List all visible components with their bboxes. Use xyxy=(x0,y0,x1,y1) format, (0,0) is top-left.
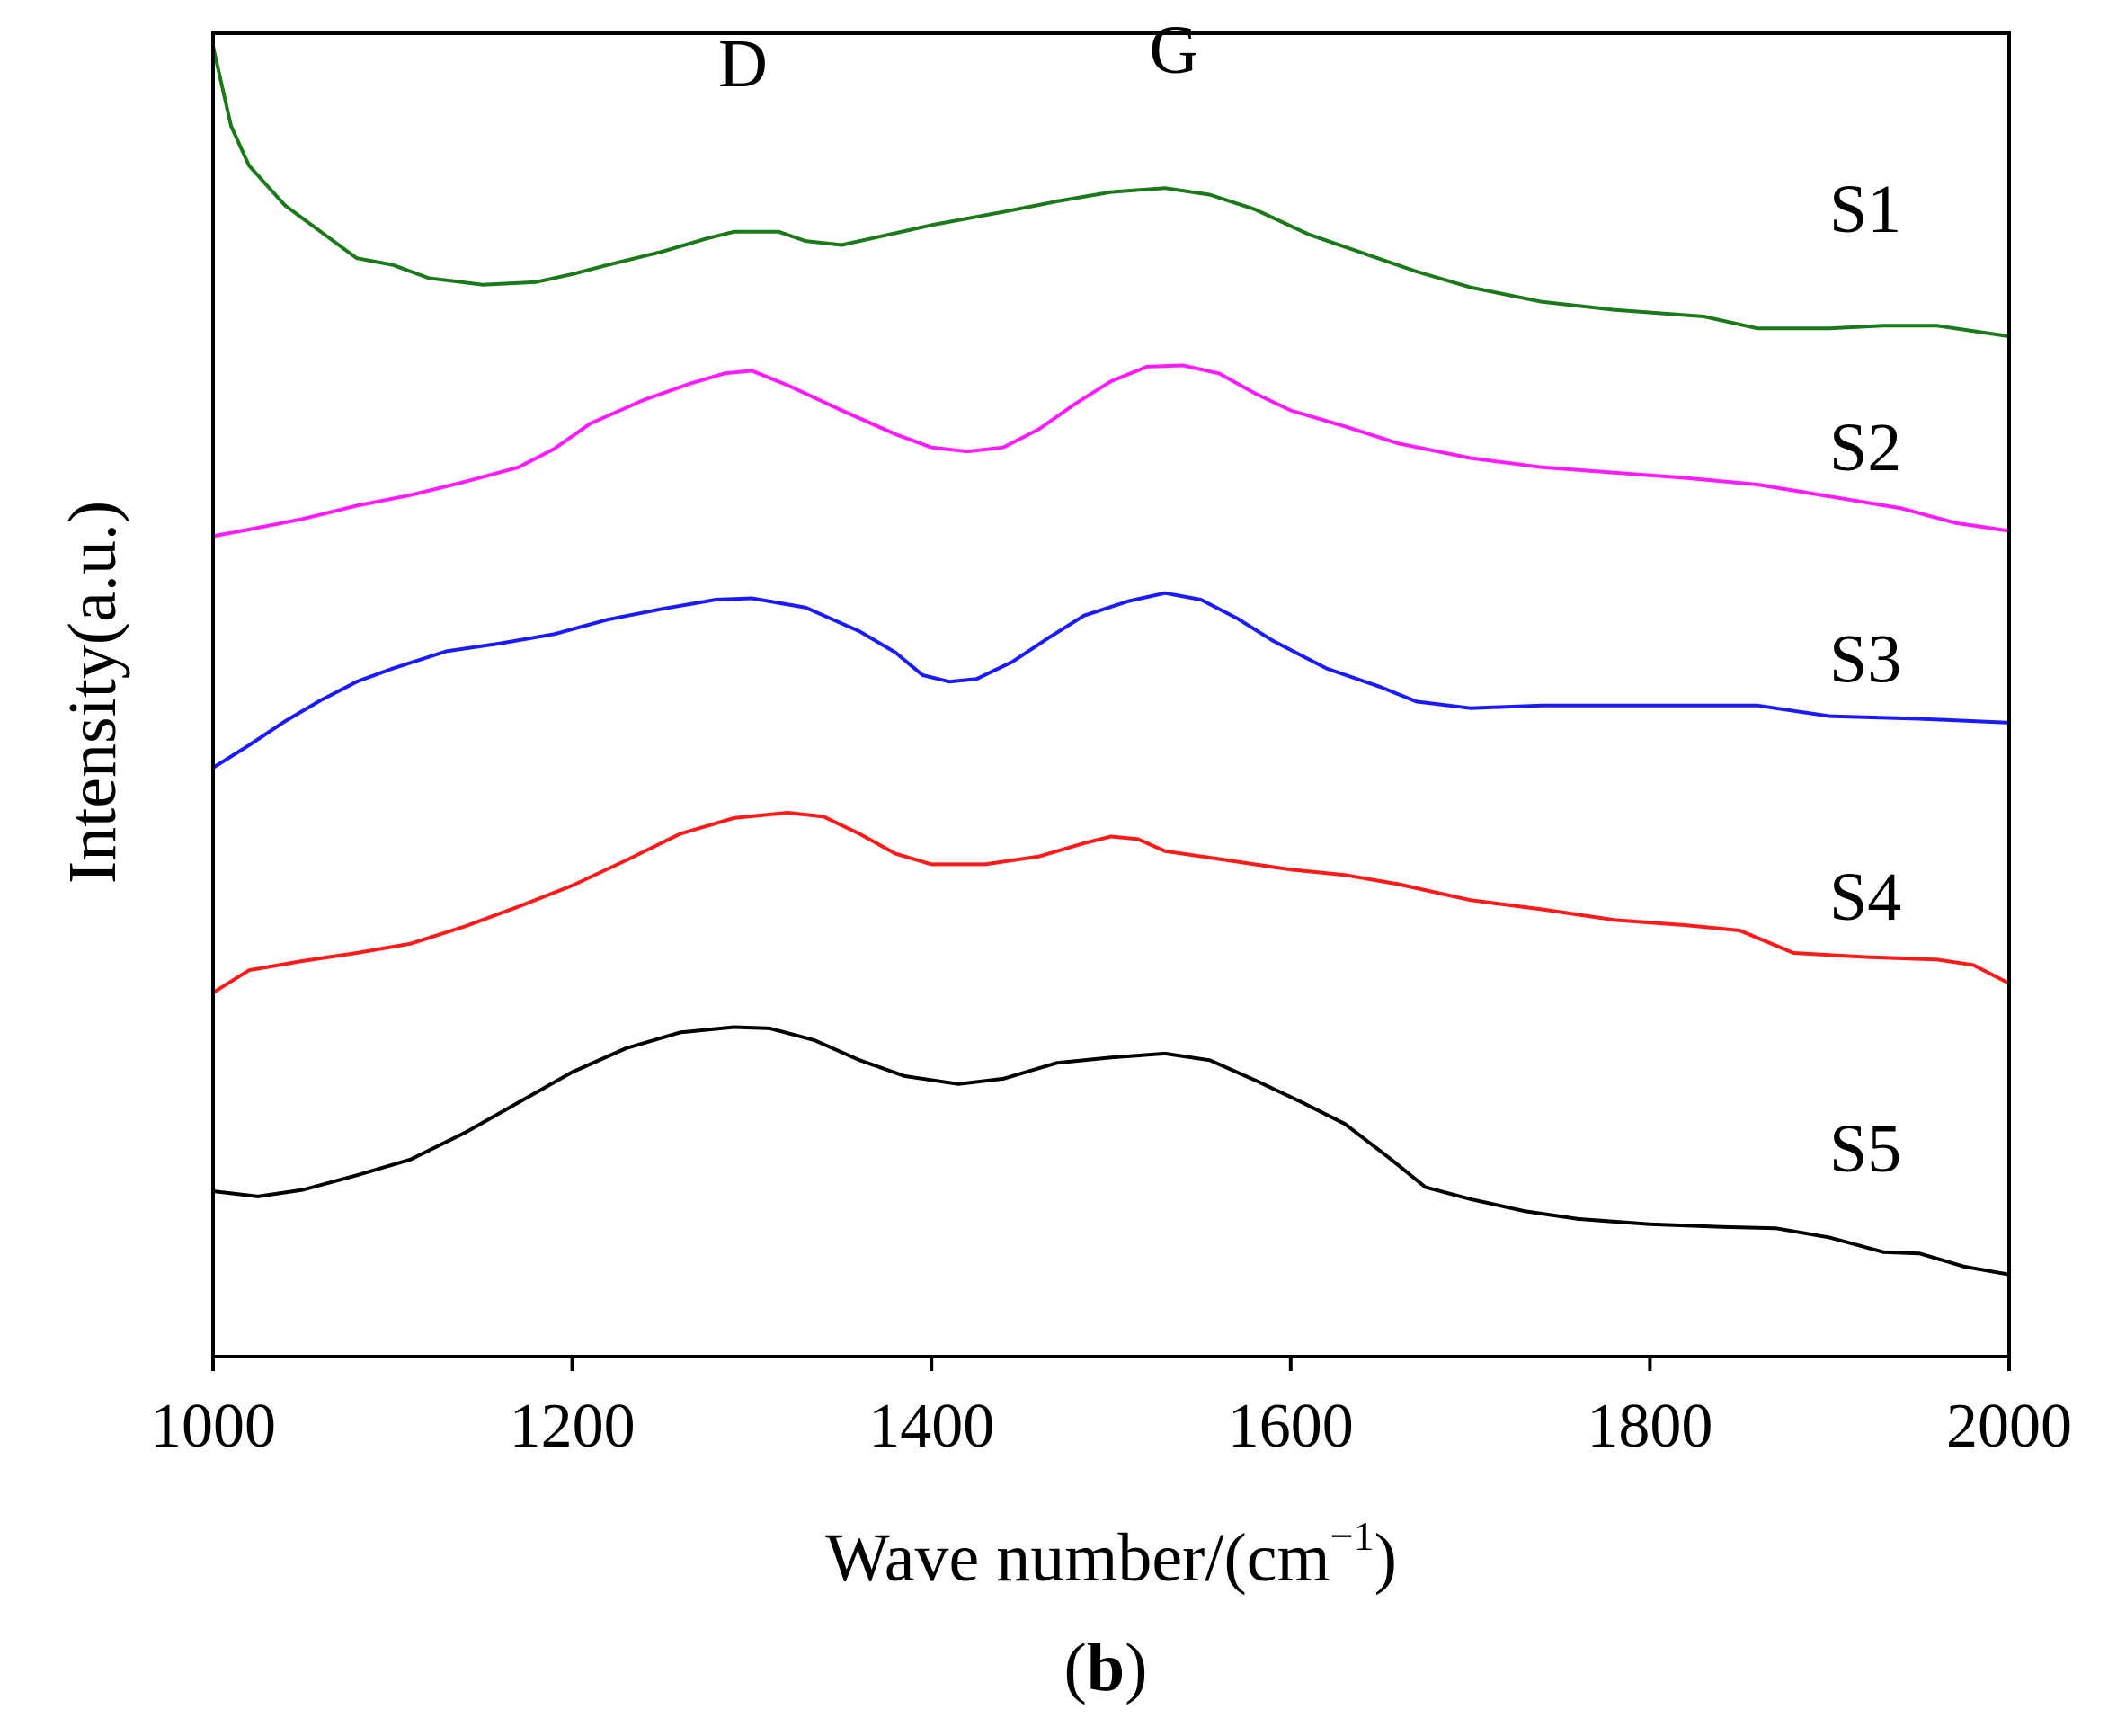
series-layer xyxy=(211,46,2010,1277)
series-label-s4: S4 xyxy=(1829,859,1901,935)
peak-label-d: D xyxy=(718,26,768,102)
x-tick-label-1800: 1800 xyxy=(1587,1392,1712,1461)
series-label-s2: S2 xyxy=(1829,410,1901,485)
y-axis-title: Intensity(a.u.) xyxy=(55,501,130,884)
label-layer: S1 S2 S3 S4 S5 D G xyxy=(718,13,1901,1187)
x-tick-label-1400: 1400 xyxy=(868,1392,994,1461)
series-line-s4 xyxy=(211,811,2010,994)
plot-frame xyxy=(211,31,2011,1358)
series-label-s1: S1 xyxy=(1829,172,1901,247)
series-line-s2 xyxy=(212,363,2010,539)
series-line-s1 xyxy=(211,46,2010,339)
series-line-s3 xyxy=(211,591,2010,770)
x-tick-label-1200: 1200 xyxy=(510,1392,636,1461)
series-label-s3: S3 xyxy=(1829,621,1901,697)
x-axis-title: Wave number/(cm−1) xyxy=(825,1513,1397,1596)
x-tick-label-1600: 1600 xyxy=(1228,1392,1354,1461)
panel-label: (b) xyxy=(1064,1630,1148,1705)
peak-label-g: G xyxy=(1149,13,1198,88)
x-tick-label-1000: 1000 xyxy=(150,1392,276,1461)
series-line-s5 xyxy=(212,1025,2010,1277)
series-label-s5: S5 xyxy=(1829,1111,1901,1187)
x-tick-label-2000: 2000 xyxy=(1946,1392,2072,1461)
tick-layer: 1000 1200 1400 1600 1800 2000 xyxy=(150,1357,2072,1461)
